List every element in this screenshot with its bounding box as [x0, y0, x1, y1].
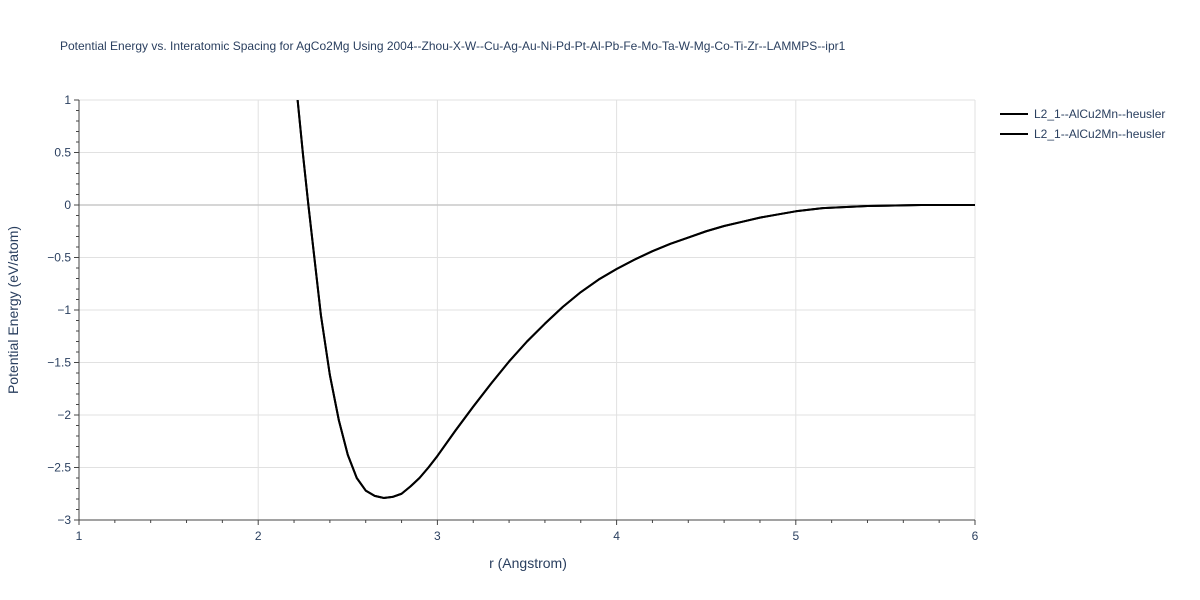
- axes: 1 2 3 4 5 6 1 0.5 0 −0.5 −1 −1.5 −2 −2.5 −3: [47, 93, 978, 543]
- x-tick-label: 6: [972, 529, 979, 543]
- chart-title: Potential Energy vs. Interatomic Spacing…: [60, 39, 846, 53]
- y-tick-label: −3: [57, 513, 71, 527]
- y-tick-label: −1: [57, 303, 71, 317]
- x-tick-label: 2: [255, 529, 262, 543]
- y-axis-title: Potential Energy (eV/atom): [5, 226, 21, 394]
- series-line-2: [296, 100, 975, 499]
- legend-item-1[interactable]: L2_1--AlCu2Mn--heusler: [1000, 107, 1165, 121]
- y-tick-label: 1: [64, 93, 71, 107]
- grid-lines: [79, 99, 976, 520]
- y-tick-label: −1.5: [47, 356, 71, 370]
- data-series: [296, 100, 975, 499]
- y-tick-label: −2.5: [47, 461, 71, 475]
- legend-label: L2_1--AlCu2Mn--heusler: [1034, 127, 1165, 141]
- x-tick-label: 1: [76, 529, 83, 543]
- x-axis-title: r (Angstrom): [489, 555, 567, 571]
- y-tick-label: 0.5: [54, 146, 71, 160]
- series-line-1: [296, 100, 975, 499]
- y-tick-label: −0.5: [47, 251, 71, 265]
- legend[interactable]: L2_1--AlCu2Mn--heusler L2_1--AlCu2Mn--heu…: [1000, 107, 1165, 141]
- x-tick-label: 5: [792, 529, 799, 543]
- legend-item-2[interactable]: L2_1--AlCu2Mn--heusler: [1000, 127, 1165, 141]
- x-tick-label: 3: [434, 529, 441, 543]
- y-tick-label: 0: [64, 198, 71, 212]
- y-tick-label: −2: [57, 408, 71, 422]
- x-tick-label: 4: [613, 529, 620, 543]
- legend-label: L2_1--AlCu2Mn--heusler: [1034, 107, 1165, 121]
